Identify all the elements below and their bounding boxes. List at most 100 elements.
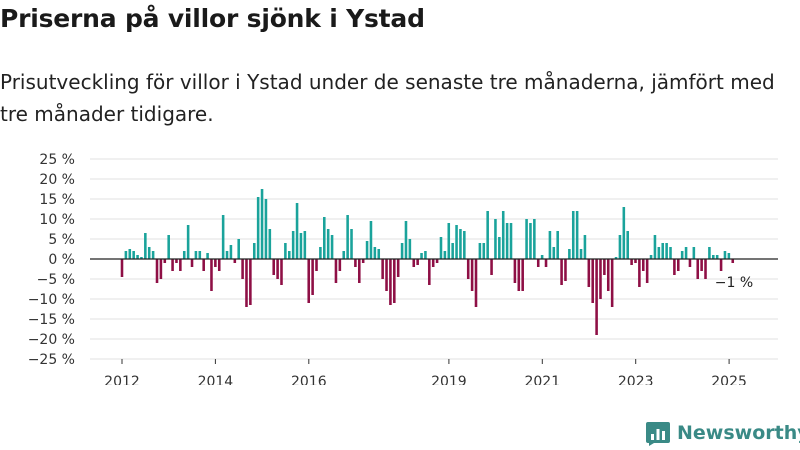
bar (505, 223, 509, 259)
bar (272, 259, 275, 275)
y-tick-label: 25 % (39, 152, 75, 168)
bar (494, 219, 497, 259)
bar (361, 259, 365, 263)
bar (334, 259, 338, 283)
bar (431, 259, 435, 267)
bar (358, 259, 361, 283)
y-tick-label: −25 % (28, 352, 75, 368)
bar (443, 251, 447, 259)
bar (151, 251, 155, 259)
bar (393, 259, 396, 303)
bar (381, 259, 384, 279)
bar (198, 251, 202, 259)
y-tick-label: 0 % (48, 252, 75, 268)
bar (634, 259, 637, 263)
bar (482, 243, 486, 259)
bar (202, 259, 205, 271)
bar (412, 259, 416, 267)
bar (175, 259, 178, 263)
bar (416, 259, 419, 265)
bar (466, 259, 470, 279)
bar (167, 235, 170, 259)
bar (221, 215, 225, 259)
bar (284, 243, 287, 259)
bar (614, 257, 618, 259)
bar (311, 259, 314, 295)
bar (513, 259, 517, 283)
bar (451, 243, 454, 259)
bar (575, 211, 579, 259)
bar (560, 259, 563, 285)
bar (182, 251, 186, 259)
y-tick-label: 5 % (48, 232, 75, 248)
bar (163, 259, 167, 263)
bar (723, 251, 727, 259)
bar (455, 225, 458, 259)
bars (120, 189, 735, 335)
bar (338, 259, 342, 271)
bar (190, 259, 194, 267)
bar (540, 255, 544, 259)
bar (696, 259, 700, 279)
bar (599, 259, 602, 299)
bar (552, 247, 556, 259)
y-tick-label: −15 % (28, 312, 75, 328)
bar (268, 229, 272, 259)
bar (252, 243, 256, 259)
bar (669, 247, 672, 259)
bar (622, 207, 626, 259)
bar (120, 259, 124, 277)
bar (525, 219, 528, 259)
bar (673, 259, 676, 275)
bar (136, 255, 139, 259)
bar (486, 211, 489, 259)
bar (509, 223, 513, 259)
x-tick-label: 2014 (198, 374, 234, 385)
bar (521, 259, 524, 291)
y-tick-label: −5 % (37, 272, 75, 288)
bar (544, 259, 548, 267)
bar (233, 259, 237, 263)
bar (214, 259, 217, 267)
y-tick-label: 20 % (39, 172, 75, 188)
bar (645, 259, 649, 283)
bar (408, 239, 412, 259)
bar (159, 259, 163, 279)
bar (529, 223, 532, 259)
bar (603, 259, 606, 275)
bar (420, 253, 423, 259)
bar (591, 259, 594, 303)
bar (147, 247, 151, 259)
bar (439, 237, 443, 259)
bar (404, 221, 408, 259)
x-tick-label: 2023 (618, 374, 654, 385)
bar (684, 247, 688, 259)
bar (731, 259, 735, 263)
bar (350, 229, 353, 259)
x-axis-ticks: 2012 2014 2016 2019 2021 2023 2025 (104, 359, 747, 385)
x-tick-label: 2021 (524, 374, 560, 385)
bar (641, 259, 645, 271)
y-tick-label: −10 % (28, 292, 75, 308)
bar (424, 251, 427, 259)
bar (369, 221, 373, 259)
bar (478, 243, 482, 259)
bar (712, 255, 715, 259)
bar (688, 259, 692, 267)
bar (291, 231, 295, 259)
bar (657, 247, 661, 259)
bar (225, 251, 229, 259)
bar (373, 247, 377, 259)
bar (245, 259, 248, 307)
bar (330, 235, 334, 259)
x-tick-label: 2025 (711, 374, 747, 385)
bar (606, 259, 610, 291)
x-tick-label: 2016 (291, 374, 327, 385)
bar (256, 197, 260, 259)
bar (490, 259, 493, 275)
bar (128, 249, 132, 259)
bar (217, 259, 221, 271)
bar (498, 237, 501, 259)
x-tick-label: 2019 (431, 374, 467, 385)
bar (249, 259, 252, 305)
